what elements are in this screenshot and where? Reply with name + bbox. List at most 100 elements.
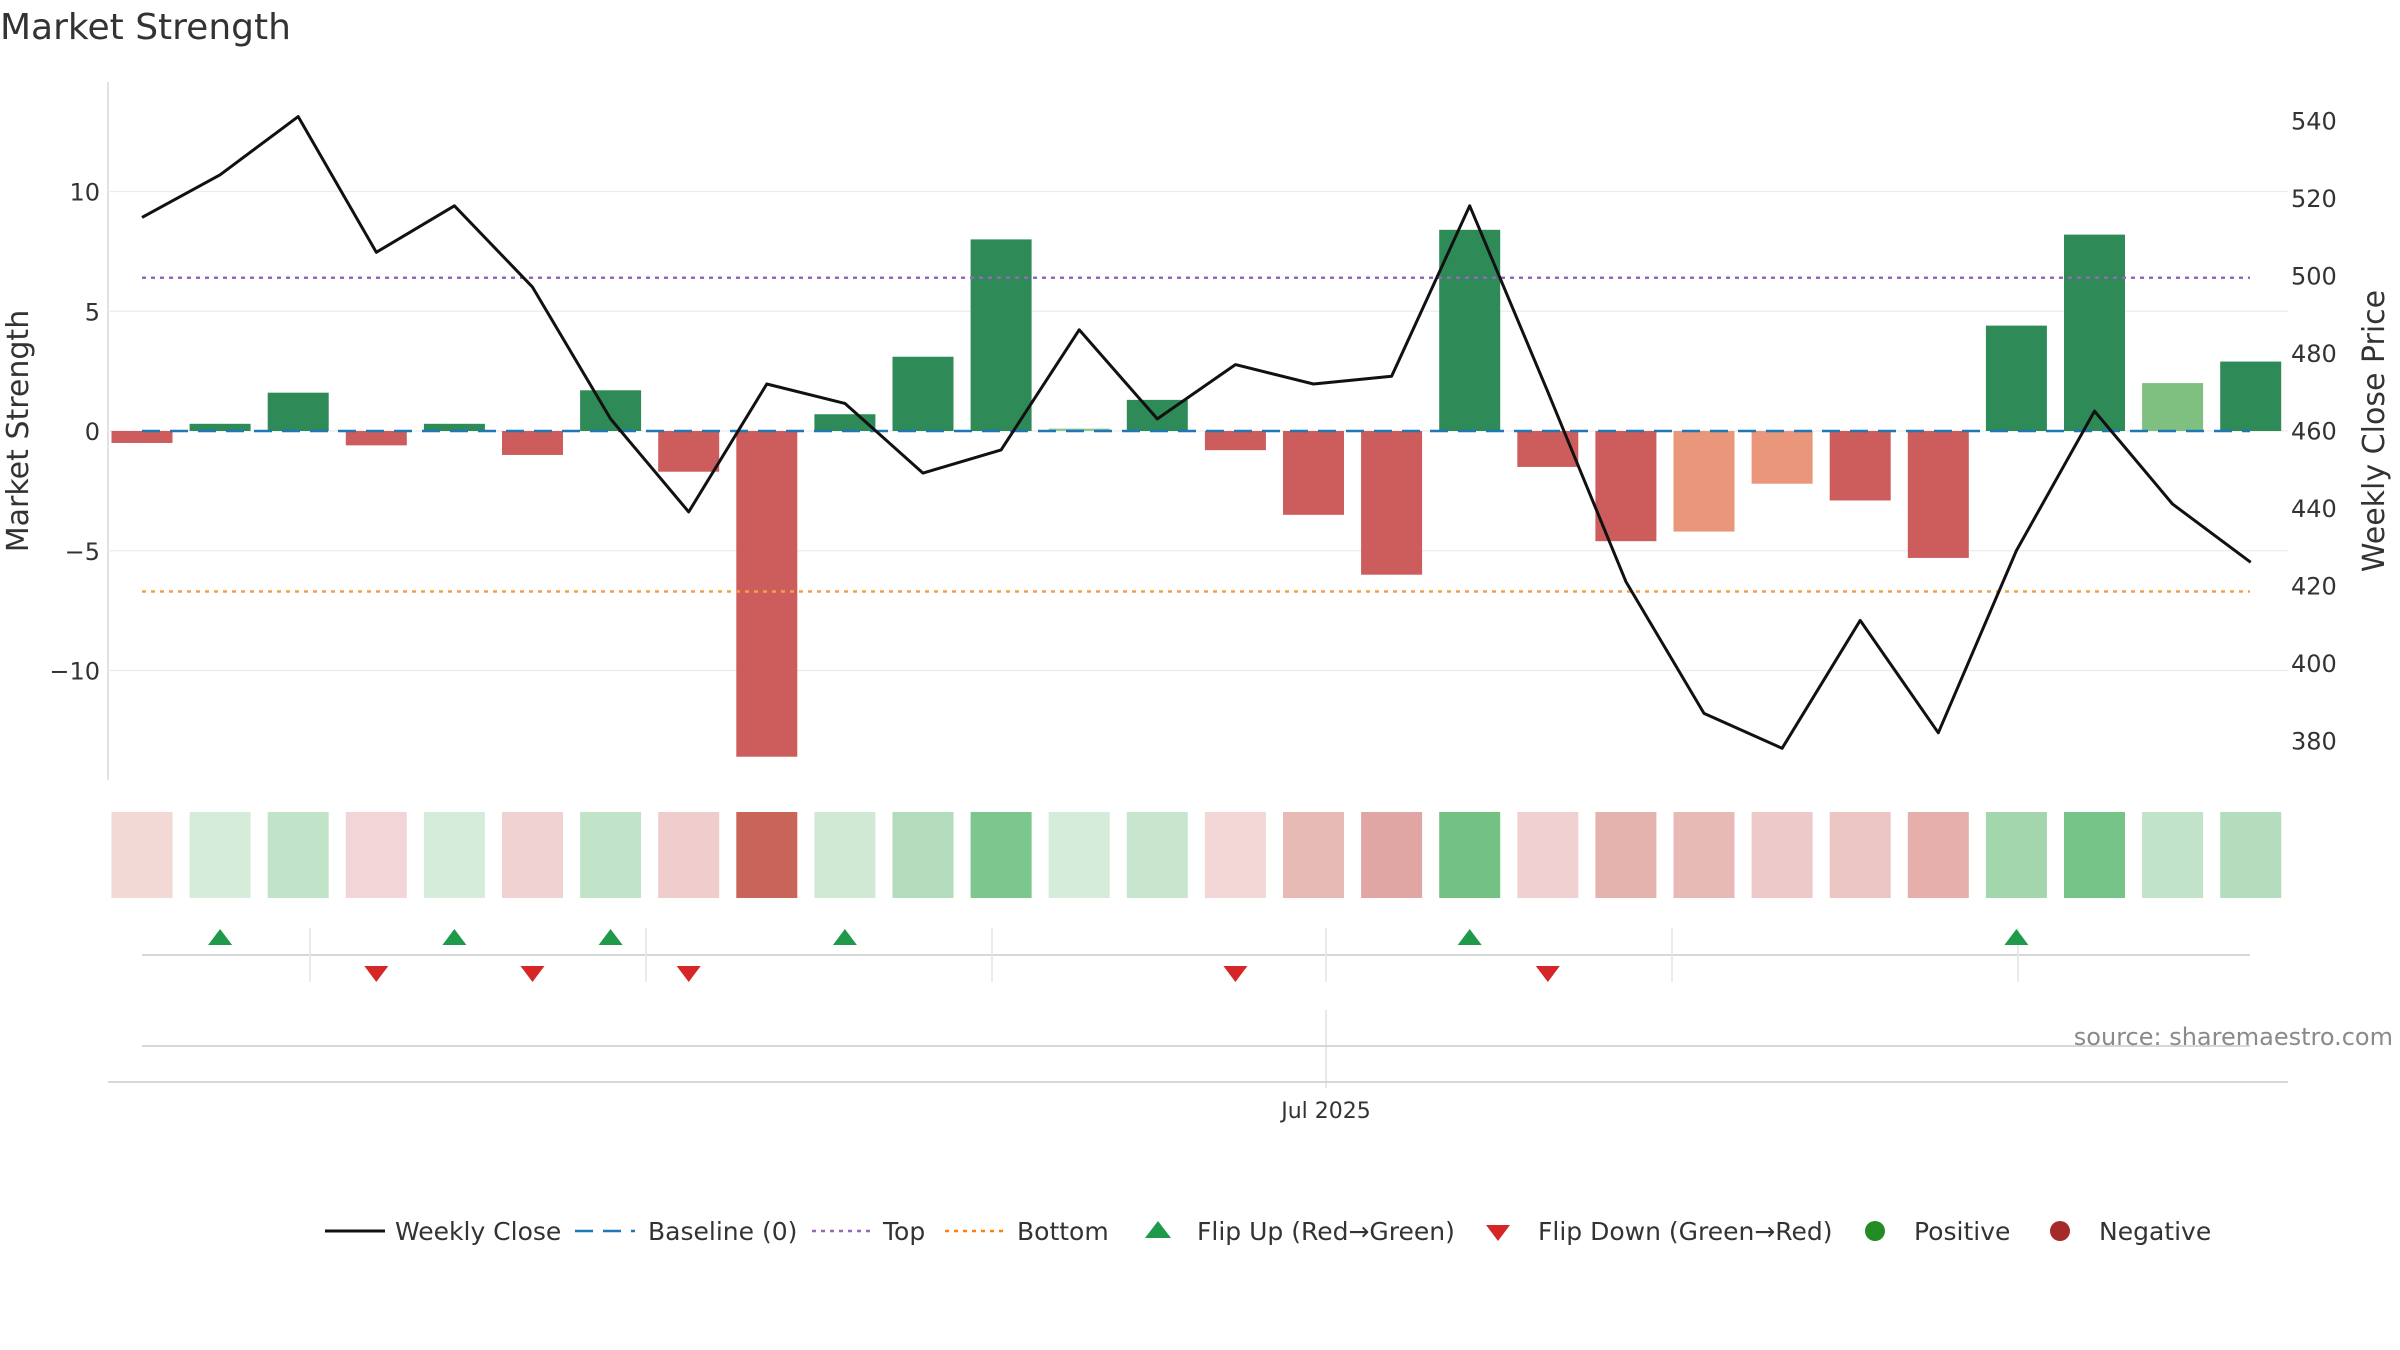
strength-bar xyxy=(1751,431,1813,484)
heat-cell xyxy=(658,812,720,898)
strength-bar xyxy=(1439,229,1501,431)
legend-label: Flip Down (Green→Red) xyxy=(1538,1217,1833,1246)
heat-cell xyxy=(1361,812,1423,898)
strength-bar xyxy=(1673,431,1735,532)
strength-bar xyxy=(267,392,329,431)
legend-item: Negative xyxy=(2050,1217,2211,1246)
y2-tick-label: 380 xyxy=(2291,728,2337,756)
legend-item: Baseline (0) xyxy=(575,1217,797,1246)
flip-down-marker xyxy=(520,966,545,982)
strength-bar xyxy=(2142,383,2204,431)
flip-up-marker xyxy=(2004,929,2029,945)
heat-cell xyxy=(2220,812,2282,898)
weekly-close-line xyxy=(141,115,2252,750)
heat-cell xyxy=(502,812,563,898)
legend-label: Weekly Close xyxy=(395,1217,561,1246)
heat-cell xyxy=(1673,812,1735,898)
heat-cell xyxy=(189,812,251,898)
legend-label: Flip Up (Red→Green) xyxy=(1197,1217,1455,1246)
flip-down-marker xyxy=(364,966,389,982)
y2-tick-label: 440 xyxy=(2291,495,2337,523)
flip-up-marker xyxy=(208,929,233,945)
heat-cell xyxy=(1439,812,1501,898)
heat-cell xyxy=(1985,812,2047,898)
y-tick-label: −10 xyxy=(49,658,100,686)
heat-cell xyxy=(736,812,798,898)
flip-up-marker xyxy=(832,929,857,945)
flip-down-marker xyxy=(1223,966,1248,982)
strength-bar xyxy=(1204,431,1266,451)
strength-bar xyxy=(1595,431,1657,542)
y-tick-label: 10 xyxy=(69,179,100,207)
y2-tick-label: 400 xyxy=(2291,650,2337,678)
strength-bar xyxy=(2064,234,2125,431)
y2-tick-label: 500 xyxy=(2291,263,2337,291)
y2-tick-label: 420 xyxy=(2291,573,2337,601)
heat-cell xyxy=(2064,812,2125,898)
strength-bar xyxy=(1985,325,2047,431)
strength-bar xyxy=(1283,431,1344,515)
legend-label: Bottom xyxy=(1017,1217,1109,1246)
heat-cell xyxy=(892,812,954,898)
legend-label: Top xyxy=(882,1217,925,1246)
heat-cell xyxy=(111,812,173,898)
heat-cell xyxy=(345,812,407,898)
strength-bar xyxy=(502,431,563,455)
strength-bar xyxy=(970,239,1032,431)
strength-bar xyxy=(658,431,720,472)
legend-item: Flip Down (Green→Red) xyxy=(1486,1217,1833,1246)
heat-cell xyxy=(1907,812,1969,898)
y2-tick-label: 460 xyxy=(2291,418,2337,446)
heat-cell xyxy=(1204,812,1266,898)
y-tick-label: 5 xyxy=(85,298,100,326)
legend-item: Bottom xyxy=(945,1217,1109,1246)
legend-item: Weekly Close xyxy=(325,1217,561,1246)
y2-tick-label: 540 xyxy=(2291,108,2337,136)
strength-bar xyxy=(2220,361,2282,431)
y-tick-label: −5 xyxy=(65,538,100,566)
strength-bar xyxy=(1829,431,1891,501)
heat-cell xyxy=(1048,812,1110,898)
heat-cell xyxy=(1751,812,1813,898)
strength-bar xyxy=(892,356,954,431)
legend-swatch-circle xyxy=(1865,1221,1885,1241)
heat-cell xyxy=(1517,812,1579,898)
strength-bar xyxy=(189,423,251,431)
strength-bar xyxy=(1907,431,1969,558)
y2-tick-label: 480 xyxy=(2291,340,2337,368)
heat-cell xyxy=(267,812,329,898)
y-tick-label: 0 xyxy=(85,418,100,446)
legend-label: Baseline (0) xyxy=(648,1217,797,1246)
strength-bar xyxy=(423,423,485,431)
legend-item: Positive xyxy=(1865,1217,2010,1246)
flip-down-marker xyxy=(676,966,701,982)
source-text: source: sharemaestro.com xyxy=(2074,1023,2393,1051)
flip-up-marker xyxy=(1457,929,1482,945)
legend-swatch-flip-up xyxy=(1145,1221,1171,1238)
heat-cell xyxy=(1595,812,1657,898)
legend-label: Negative xyxy=(2099,1217,2211,1246)
heat-cell xyxy=(1829,812,1891,898)
legend-label: Positive xyxy=(1914,1217,2010,1246)
y-axis-title: Market Strength xyxy=(1,310,36,552)
legend-item: Top xyxy=(812,1217,925,1246)
strength-bar xyxy=(345,431,407,446)
heat-cell xyxy=(1283,812,1344,898)
strength-bar xyxy=(580,390,642,431)
strength-bar xyxy=(1517,431,1579,467)
strength-bar xyxy=(1361,431,1423,575)
heat-cell xyxy=(2142,812,2204,898)
flip-up-marker xyxy=(442,929,467,945)
legend-item: Flip Up (Red→Green) xyxy=(1145,1217,1455,1246)
heat-cell xyxy=(580,812,642,898)
strength-bar xyxy=(111,431,173,443)
flip-down-marker xyxy=(1535,966,1560,982)
heat-cell xyxy=(970,812,1032,898)
y2-axis-title: Weekly Close Price xyxy=(2357,290,2392,572)
x-tick-label: Jul 2025 xyxy=(1279,1099,1371,1124)
flip-up-marker xyxy=(598,929,623,945)
heat-cell xyxy=(423,812,485,898)
strength-bar xyxy=(736,431,798,757)
heat-cell xyxy=(814,812,876,898)
